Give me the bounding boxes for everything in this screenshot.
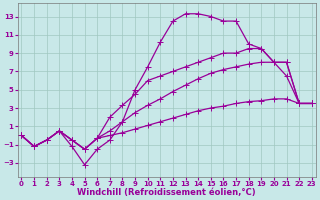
X-axis label: Windchill (Refroidissement éolien,°C): Windchill (Refroidissement éolien,°C) <box>77 188 256 197</box>
